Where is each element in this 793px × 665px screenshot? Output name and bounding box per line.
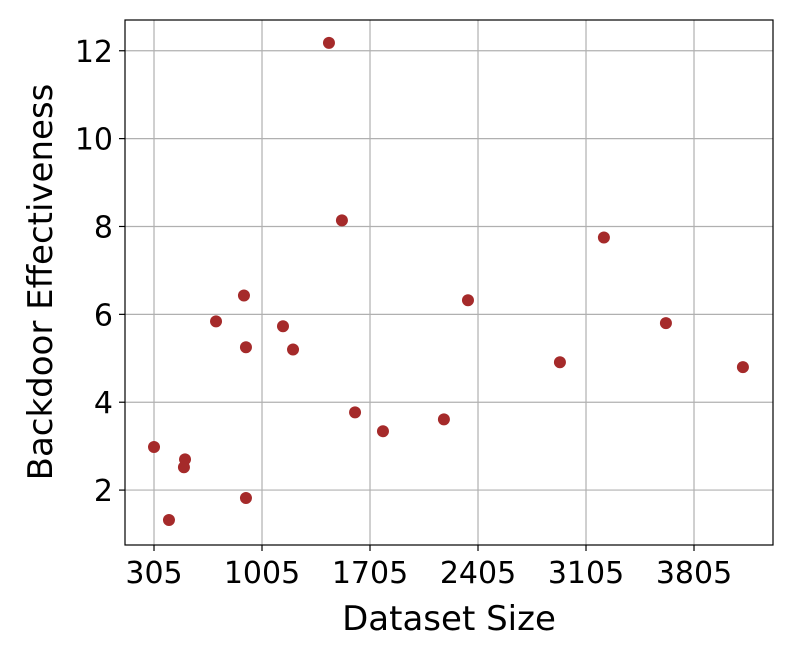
point bbox=[597, 231, 610, 244]
y-tick-label: 6 bbox=[94, 298, 113, 333]
x-tick-label: 2405 bbox=[440, 556, 516, 591]
x-tick-label: 1005 bbox=[224, 556, 300, 591]
x-tick-label: 3105 bbox=[548, 556, 624, 591]
y-tick-label: 2 bbox=[94, 474, 113, 509]
point bbox=[148, 441, 161, 454]
y-tick-label: 10 bbox=[75, 123, 113, 158]
point bbox=[437, 413, 450, 426]
plot-frame bbox=[124, 19, 774, 546]
y-tick-label: 8 bbox=[94, 210, 113, 245]
x-tick-label: 3805 bbox=[656, 556, 732, 591]
y-tick-label: 4 bbox=[94, 386, 113, 421]
point bbox=[461, 294, 474, 307]
point bbox=[376, 425, 389, 438]
point bbox=[239, 491, 252, 504]
x-tick-label: 305 bbox=[125, 556, 182, 591]
point bbox=[237, 289, 250, 302]
point bbox=[210, 315, 223, 328]
point bbox=[287, 343, 300, 356]
point bbox=[659, 317, 672, 330]
point bbox=[322, 36, 335, 49]
y-axis-label: Backdoor Effectiveness bbox=[21, 84, 61, 481]
x-axis-label: Dataset Size bbox=[342, 599, 556, 639]
point bbox=[349, 406, 362, 419]
point bbox=[335, 214, 348, 227]
point bbox=[177, 461, 190, 474]
point bbox=[276, 320, 289, 333]
point bbox=[162, 513, 175, 526]
point bbox=[239, 341, 252, 354]
y-tick-label: 12 bbox=[75, 35, 113, 70]
point bbox=[553, 356, 566, 369]
x-tick-label: 1705 bbox=[332, 556, 408, 591]
point bbox=[736, 361, 749, 374]
